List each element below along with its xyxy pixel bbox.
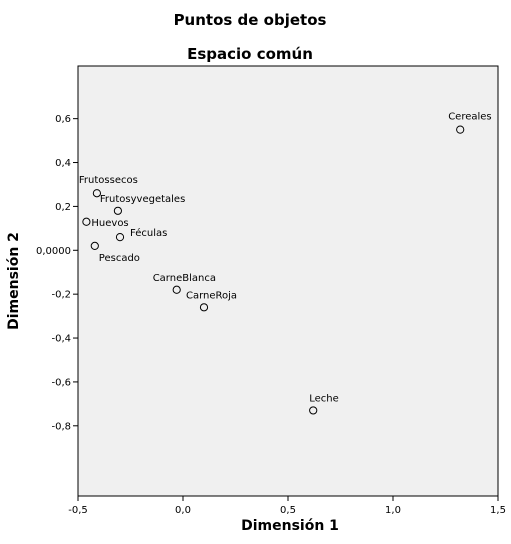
data-point-label: Leche [309, 393, 339, 404]
x-tick-label: 1,5 [490, 505, 506, 516]
data-points: Cereales Frutossecos Frutosyvegetales Huevo… [79, 112, 492, 415]
x-tick-label: 0,0 [175, 505, 191, 516]
y-tick-label: 0,0000 [36, 246, 71, 257]
y-tick-label: -0,4 [51, 334, 71, 345]
x-axis-ticks: -0,5 0,0 0,5 1,0 1,5 [68, 496, 506, 516]
chart-title: Puntos de objetos [174, 11, 327, 29]
data-point-label: Frutossecos [79, 175, 138, 186]
data-point-marker [456, 125, 465, 134]
y-axis-label: Dimensión 2 [6, 232, 22, 330]
y-tick-label: -0,6 [51, 377, 71, 388]
chart-subtitle: Espacio común [187, 45, 313, 63]
data-point-marker [199, 303, 209, 312]
x-axis-label: Dimensión 1 [241, 518, 339, 534]
data-point-marker [309, 406, 318, 415]
data-point-label: Huevos [91, 218, 128, 229]
y-tick-label: 0,4 [55, 158, 71, 169]
data-point-label: Frutosyvegetales [100, 194, 185, 205]
x-tick-label: 1,0 [385, 505, 401, 516]
y-tick-label: 0,2 [55, 202, 71, 213]
data-point-label: Cereales [448, 112, 491, 123]
data-point-label: CarneBlanca [153, 273, 216, 284]
x-tick-label: 0,5 [280, 505, 296, 516]
data-point-marker [115, 233, 125, 242]
plot-area [77, 65, 499, 497]
y-tick-label: -0,8 [51, 421, 71, 432]
data-point-marker [90, 241, 99, 250]
data-point-marker [172, 285, 181, 294]
data-point-label: Pescado [99, 253, 140, 264]
y-axis-ticks: 0,6 0,4 0,2 0,0000 -0,2 -0,4 -0,6 -0,8 [36, 114, 78, 432]
data-point-label: Féculas [130, 227, 167, 239]
data-point-marker [82, 217, 91, 226]
y-tick-label: 0,6 [55, 114, 71, 125]
data-point-marker [113, 206, 123, 215]
data-point-marker [92, 189, 102, 198]
x-tick-label: -0,5 [68, 505, 88, 516]
data-point-label: CarneRoja [186, 290, 237, 301]
y-tick-label: -0,2 [51, 290, 71, 301]
